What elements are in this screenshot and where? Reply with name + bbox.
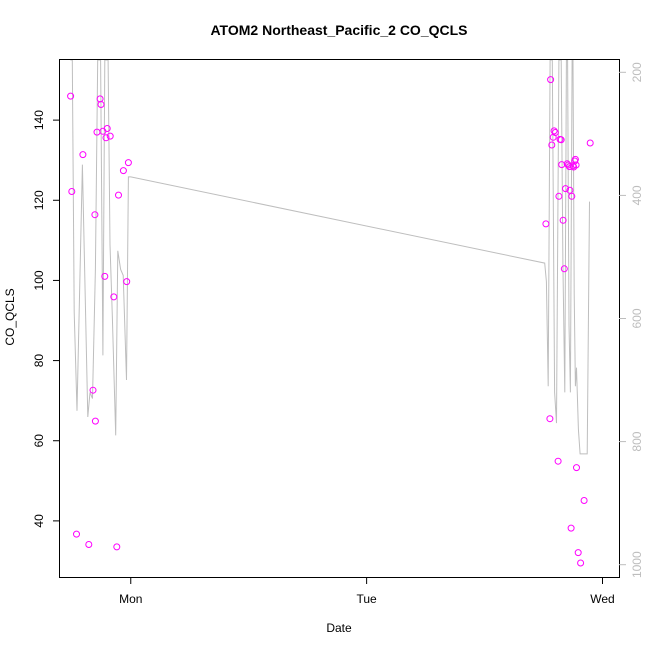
right-y-tick-label: 400 bbox=[630, 185, 644, 205]
y-axis: 40 60 80 100 120 140 bbox=[32, 110, 60, 528]
chart-title: ATOM2 Northeast_Pacific_2 CO_QCLS bbox=[210, 22, 467, 38]
data-point bbox=[119, 167, 127, 175]
data-point bbox=[548, 141, 556, 149]
data-point bbox=[572, 161, 580, 169]
data-point bbox=[542, 220, 550, 228]
right-y-tick-label: 800 bbox=[630, 431, 644, 451]
data-point bbox=[89, 386, 97, 394]
data-point bbox=[580, 497, 588, 504]
y-tick-label: 80 bbox=[32, 354, 46, 368]
data-point bbox=[67, 92, 75, 100]
data-point bbox=[573, 464, 580, 472]
data-point bbox=[68, 188, 76, 195]
data-point bbox=[97, 101, 105, 108]
data-point bbox=[113, 543, 121, 551]
line-series bbox=[70, 60, 590, 455]
data-point bbox=[577, 559, 585, 567]
data-point bbox=[555, 192, 563, 200]
data-point bbox=[558, 161, 566, 169]
right-y-axis: 200 400 600 800 1000 bbox=[619, 62, 644, 578]
data-point bbox=[115, 191, 122, 199]
data-point bbox=[547, 76, 555, 84]
data-point bbox=[559, 216, 567, 224]
y-tick-label: 120 bbox=[32, 190, 46, 210]
data-point bbox=[569, 162, 577, 170]
data-point bbox=[79, 151, 87, 159]
y-tick-label: 40 bbox=[32, 514, 46, 528]
data-point bbox=[567, 524, 575, 532]
data-point bbox=[568, 192, 576, 200]
data-point bbox=[574, 549, 582, 557]
data-point bbox=[85, 541, 93, 548]
data-point bbox=[106, 132, 114, 140]
data-point bbox=[546, 415, 554, 423]
right-y-tick-label: 600 bbox=[630, 308, 644, 328]
y-tick-label: 140 bbox=[32, 110, 46, 130]
data-point bbox=[586, 139, 594, 147]
data-point bbox=[562, 185, 569, 193]
x-tick-label: Mon bbox=[119, 592, 142, 606]
data-point bbox=[73, 530, 80, 538]
series-line bbox=[70, 60, 590, 455]
scatter-series bbox=[67, 76, 594, 567]
y-tick-label: 100 bbox=[32, 270, 46, 290]
data-point bbox=[560, 265, 568, 273]
data-point bbox=[110, 293, 118, 301]
data-point bbox=[101, 272, 109, 280]
data-point bbox=[102, 134, 110, 142]
data-point bbox=[557, 136, 565, 144]
x-axis: Mon Tue Wed bbox=[119, 577, 615, 606]
data-point bbox=[103, 125, 111, 132]
x-tick-label: Tue bbox=[357, 592, 378, 606]
x-axis-label: Date bbox=[326, 621, 352, 635]
data-point bbox=[551, 129, 559, 136]
data-point bbox=[566, 186, 574, 194]
right-y-tick-label: 1000 bbox=[630, 551, 644, 578]
data-point bbox=[91, 211, 99, 219]
data-point bbox=[566, 163, 573, 171]
data-point bbox=[124, 159, 132, 167]
data-point bbox=[91, 417, 99, 425]
y-tick-label: 60 bbox=[32, 434, 46, 448]
y-axis-label: CO_QCLS bbox=[3, 288, 17, 345]
data-point bbox=[123, 278, 131, 286]
right-y-tick-label: 200 bbox=[630, 62, 644, 82]
x-tick-label: Wed bbox=[590, 592, 614, 606]
data-point bbox=[550, 127, 558, 135]
data-point bbox=[554, 457, 562, 465]
